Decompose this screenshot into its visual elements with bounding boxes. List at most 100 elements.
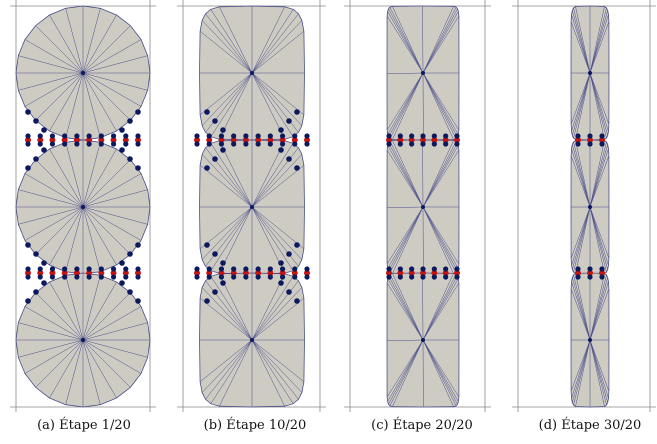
mesh-edge	[573, 141, 591, 208]
contact-node-red	[61, 137, 68, 143]
center-node	[250, 338, 254, 342]
mesh-edge	[251, 20, 303, 74]
mesh-edge	[82, 159, 131, 208]
boundary-node-blue	[278, 280, 284, 286]
mesh-edge	[82, 14, 117, 74]
mesh-edge	[589, 288, 610, 341]
mesh-edge	[589, 206, 608, 270]
mesh-edge	[82, 281, 117, 341]
boundary-node-blue	[212, 156, 218, 162]
contact-node-blue	[135, 133, 141, 139]
contact-node-blue	[25, 141, 31, 147]
mesh-edge	[422, 206, 458, 272]
contact-node-red	[25, 270, 31, 276]
boundary-node-blue	[220, 260, 226, 266]
mesh-edge	[49, 206, 84, 266]
boundary-node-blue	[278, 260, 284, 266]
mesh-edge	[18, 72, 84, 91]
boundary-node-blue	[127, 289, 133, 295]
contact-node-blue	[454, 141, 460, 147]
contact-node-blue	[587, 141, 593, 147]
boundary-node-blue	[41, 147, 47, 153]
mesh-edge	[82, 55, 148, 74]
contact-node-blue	[231, 274, 237, 280]
mesh-edge	[422, 339, 454, 407]
mesh-edge	[388, 206, 424, 272]
boundary-node-blue	[127, 118, 133, 124]
mesh-edge	[82, 72, 131, 121]
mesh-edge	[589, 277, 608, 341]
mesh-edge	[589, 339, 610, 392]
contact-node-blue	[292, 274, 298, 280]
contact-node-blue	[304, 274, 310, 280]
contact-node-blue	[420, 133, 426, 139]
mesh-edge	[589, 141, 607, 208]
contact-node-blue	[206, 133, 212, 139]
contact-node-blue	[98, 266, 104, 272]
mesh-edge	[82, 148, 117, 208]
mesh-edge	[570, 206, 591, 259]
mesh-edge	[82, 72, 117, 132]
center-node	[421, 205, 425, 209]
contact-node-red	[454, 137, 460, 143]
boundary-node-blue	[33, 156, 39, 162]
mesh-edge	[573, 72, 591, 139]
contact-node-red	[135, 137, 141, 143]
contact-node-blue	[267, 133, 273, 139]
contact-node-blue	[409, 274, 415, 280]
mesh-edge	[82, 322, 148, 341]
contact-node-blue	[49, 274, 56, 280]
mesh-edge	[251, 72, 305, 115]
boundary-node-blue	[278, 127, 284, 133]
boundary-node-blue	[294, 298, 300, 304]
mesh-edge	[82, 339, 101, 405]
mesh-edge	[422, 339, 457, 406]
mesh-edge	[251, 339, 294, 404]
contact-node-blue	[123, 133, 129, 139]
contact-node-blue	[37, 141, 43, 147]
mesh-edge	[422, 72, 457, 139]
mesh-edge	[387, 72, 424, 135]
mesh-edge	[392, 6, 424, 74]
mesh-edge	[573, 206, 591, 273]
mesh-edge	[24, 306, 84, 341]
boundary-node-blue	[119, 127, 125, 133]
mesh-edge	[82, 339, 148, 358]
contact-node-blue	[386, 141, 392, 147]
mesh-edge	[210, 9, 253, 74]
contact-node-red	[122, 270, 129, 276]
contact-node-blue	[86, 274, 92, 280]
contact-node-blue	[409, 141, 415, 147]
boundary-node-blue	[119, 147, 125, 153]
contact-node-red	[397, 137, 404, 143]
center-node	[588, 338, 592, 342]
mesh-edge	[386, 282, 424, 341]
contact-node-red	[110, 137, 117, 143]
contact-node-blue	[49, 266, 56, 272]
contact-node-red	[49, 270, 56, 276]
mesh-edge	[251, 206, 303, 260]
contact-node-blue	[575, 141, 581, 147]
contact-node-blue	[37, 133, 43, 139]
mesh-edge	[589, 273, 605, 341]
mesh-edge	[389, 274, 424, 341]
contact-node-blue	[231, 133, 237, 139]
boundary-node-blue	[25, 298, 31, 304]
mesh-edge	[422, 206, 454, 274]
contact-node-red	[304, 270, 310, 276]
contact-node-red	[98, 137, 105, 143]
mesh-edge	[199, 339, 253, 382]
caption-panel-a: (a) Étape 1/20	[37, 418, 131, 433]
mesh-edge	[251, 206, 299, 267]
mesh-edge	[386, 339, 424, 342]
contact-node-blue	[74, 274, 80, 280]
contact-node-blue	[62, 274, 68, 280]
mesh-edge	[589, 72, 609, 132]
center-node	[81, 338, 85, 342]
mesh-edge	[251, 339, 285, 407]
contact-node-red	[304, 137, 310, 143]
boundary-node-blue	[286, 156, 292, 162]
mesh-edge	[571, 14, 591, 74]
contact-node-blue	[599, 266, 605, 272]
mesh-edge	[572, 144, 591, 208]
